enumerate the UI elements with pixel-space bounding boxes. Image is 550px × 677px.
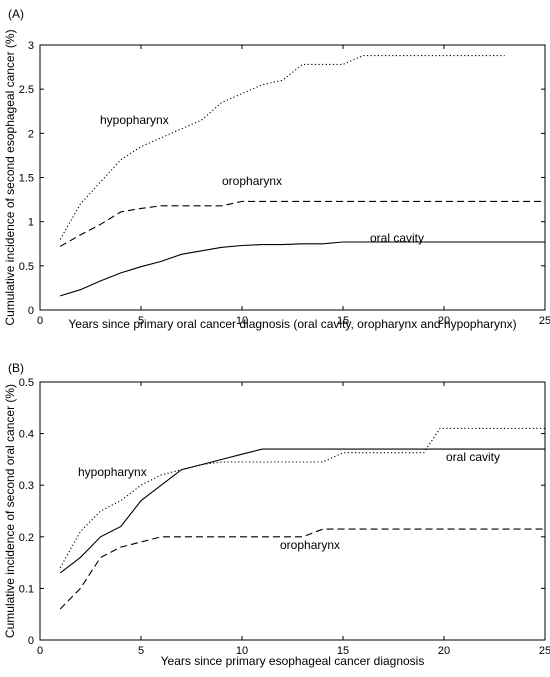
series-label-hypopharynx: hypopharynx [78, 465, 147, 479]
x-tick-label: 15 [337, 315, 349, 327]
y-tick-label: 3 [28, 40, 34, 52]
y-axis-label: Cumulative incidence of second oral canc… [3, 384, 17, 638]
series-line-oral-cavity [59, 448, 545, 574]
series-label-oral-cavity: oral cavity [370, 231, 424, 245]
x-tick-label: 20 [438, 315, 450, 327]
y-tick-label: 1.5 [19, 173, 34, 185]
y-tick-label: 0.5 [19, 377, 34, 389]
y-tick-label: 0 [28, 305, 34, 317]
x-tick-label: 10 [236, 315, 248, 327]
series-line-oropharynx [59, 528, 545, 610]
panel-label: (B) [8, 361, 24, 375]
y-tick-label: 2.5 [19, 84, 34, 96]
series-label-oral-cavity: oral cavity [446, 450, 500, 464]
series-label-oropharynx: oropharynx [222, 174, 282, 188]
series-line-hypopharynx [59, 55, 505, 240]
x-tick-label: 15 [337, 645, 349, 657]
series-label-oropharynx: oropharynx [280, 538, 340, 552]
panel-label: (A) [8, 7, 24, 21]
y-tick-label: 0.1 [19, 583, 34, 595]
x-tick-label: 20 [438, 645, 450, 657]
series-line-oropharynx [59, 200, 545, 247]
x-tick-label: 0 [37, 645, 43, 657]
plot-area-frame [39, 44, 546, 311]
x-tick-label: 10 [236, 645, 248, 657]
y-tick-label: 1 [28, 217, 34, 229]
x-axis-label: Years since primary esophageal cancer di… [161, 654, 425, 668]
x-tick-label: 5 [138, 315, 144, 327]
y-tick-label: 0.3 [19, 480, 34, 492]
series-line-hypopharynx [59, 427, 545, 569]
y-tick-label: 0 [28, 635, 34, 647]
y-tick-label: 0.5 [19, 261, 34, 273]
y-tick-label: 0.4 [19, 429, 34, 441]
x-tick-label: 0 [37, 315, 43, 327]
x-axis-label: Years since primary oral cancer diagnosi… [68, 317, 516, 331]
series-line-oral-cavity [60, 241, 545, 297]
panel-a: 0 5 10 15 20 25 0 0.5 1 1.5 2 2.5 3 (A) Years since pr… [3, 7, 550, 331]
y-tick-label: 0.2 [19, 532, 34, 544]
x-tick-label: 25 [539, 315, 550, 327]
x-tick-label: 5 [138, 645, 144, 657]
y-axis-label: Cumulative incidence of second esophagea… [3, 29, 17, 325]
panel-b: 0 5 10 15 20 25 0 0.1 0.2 0.3 0.4 0.5 (B) Years since… [3, 361, 550, 668]
plot-area-frame [39, 381, 546, 641]
y-tick-label: 2 [28, 128, 34, 140]
series-label-hypopharynx: hypopharynx [100, 113, 169, 127]
x-tick-label: 25 [539, 645, 550, 657]
